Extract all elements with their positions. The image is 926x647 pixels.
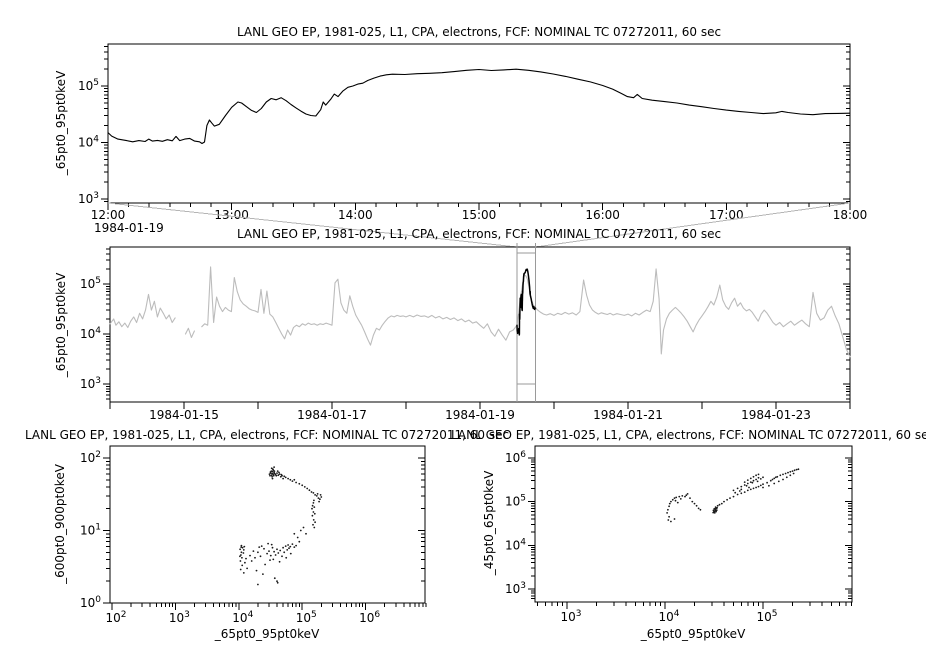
tick-label: 16:00 <box>585 208 620 222</box>
scatter-points-scatter-45-65 <box>666 468 800 523</box>
tick-label: 13:00 <box>214 208 249 222</box>
plot-frame[interactable] <box>109 445 426 604</box>
tick-label: 1984-01-17 <box>297 408 367 422</box>
tick-label: 105 <box>296 610 317 625</box>
y-axis-label-scatter-left: _600pt0_900pt0keV <box>53 464 67 584</box>
tick-label: 103 <box>505 581 526 596</box>
tick-label: 1984-01-23 <box>741 408 811 422</box>
tick-label: 1984-01-15 <box>149 408 219 422</box>
tick-label: 12:00 <box>91 208 126 222</box>
tick-label: 101 <box>80 523 101 538</box>
tick-label: 17:00 <box>709 208 744 222</box>
panel-title-scatter-left: LANL GEO EP, 1981-025, L1, CPA, electron… <box>24 428 510 442</box>
tick-label: 105 <box>756 609 777 624</box>
panel-title-scatter-right: LANL GEO EP, 1981-025, L1, CPA, electron… <box>450 428 926 442</box>
tick-label: 1984-01-19 <box>445 408 515 422</box>
tick-label: 104 <box>78 135 99 150</box>
panel-scatter-45-65[interactable]: 103 104 105 106 103 104 105 <box>505 445 853 624</box>
tick-label: 105 <box>505 494 526 509</box>
zoom-connector-lines <box>107 202 851 248</box>
x-axis-label-scatter-left: _65pt0_95pt0keV <box>214 627 320 641</box>
tick-label: 103 <box>80 376 101 391</box>
tick-label: 105 <box>80 276 101 291</box>
panel-detail[interactable]: 103 104 105 12:00 13:00 14:00 15:00 16:00 17:00 1… <box>78 43 868 222</box>
tick-label: 104 <box>232 610 253 625</box>
date-label-detail: 1984-01-19 <box>94 221 164 235</box>
panel-context[interactable]: 103 104 105 1984-01-15 1984-01-17 1984-01-19 1… <box>80 246 851 422</box>
y-axis-label-detail: _65pt0_95pt0keV <box>54 70 68 176</box>
tick-label: 102 <box>105 610 126 625</box>
tick-label: 106 <box>505 450 526 465</box>
tick-label: 105 <box>78 78 99 93</box>
tick-label: 106 <box>359 610 380 625</box>
context-highlight-series <box>516 268 537 336</box>
tick-label: 103 <box>560 609 581 624</box>
y-axis-label-context: _65pt0_95pt0keV <box>54 272 68 378</box>
tick-label: 104 <box>505 537 526 552</box>
panel-scatter-600-900[interactable]: 100 101 102 102 103 104 105 106 <box>80 445 427 625</box>
tick-label: 104 <box>80 326 101 341</box>
y-axis-label-scatter-right: _45pt0_65pt0keV <box>482 470 496 576</box>
tick-label: 100 <box>80 595 101 610</box>
tick-label: 103 <box>169 610 190 625</box>
plot-frame[interactable] <box>534 445 853 603</box>
tick-label: 18:00 <box>833 208 868 222</box>
x-axis-label-scatter-right: _65pt0_95pt0keV <box>640 627 746 641</box>
panel-title-context: LANL GEO EP, 1981-025, L1, CPA, electron… <box>236 227 722 241</box>
tick-label: 102 <box>80 450 101 465</box>
tick-label: 103 <box>78 191 99 206</box>
tick-label: 14:00 <box>338 208 373 222</box>
scatter-points-scatter-600-900 <box>239 466 323 586</box>
tick-label: 15:00 <box>462 208 497 222</box>
panel-title-detail: LANL GEO EP, 1981-025, L1, CPA, electron… <box>236 25 722 39</box>
zoom-range-box[interactable] <box>516 243 536 402</box>
tick-label: 104 <box>658 609 679 624</box>
tick-label: 1984-01-21 <box>593 408 663 422</box>
